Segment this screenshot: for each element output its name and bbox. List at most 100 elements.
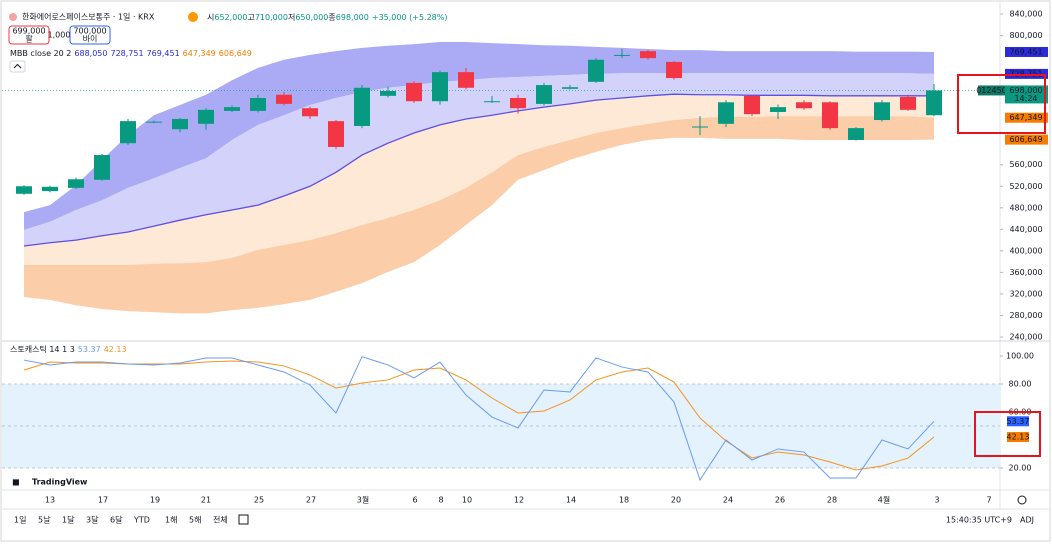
legend-value: 647,349	[183, 49, 216, 58]
ohlc-value: 698,000	[336, 13, 369, 22]
y-tick-label: 100.00	[1006, 352, 1034, 361]
symbol-title: 한화에어로스페이스보통주 · 1일 · KRX	[22, 12, 155, 22]
x-tick-label: 28	[827, 496, 837, 505]
candle-body	[146, 121, 162, 123]
legend-title: 스토캐스틱 14 1 3	[10, 344, 75, 354]
range-button[interactable]: 1일	[14, 516, 26, 525]
candle-body	[302, 108, 318, 117]
candle-body	[198, 109, 214, 124]
legend-value: 53.37	[78, 345, 101, 354]
price-tag	[1005, 134, 1048, 145]
x-tick-label: 7	[986, 496, 991, 505]
candle-body	[94, 155, 110, 180]
band-fill	[24, 73, 934, 247]
x-tick-label: 14	[566, 496, 576, 505]
legend-value: 42.13	[104, 345, 127, 354]
y-tick-label: 80.00	[1009, 380, 1032, 389]
ohlc-label: 고	[247, 13, 254, 22]
x-tick-label: 24	[723, 496, 733, 505]
candle-body	[224, 107, 240, 111]
x-tick-label: 27	[306, 496, 316, 505]
candle-body	[796, 102, 812, 109]
y-tick-label: 480,000	[1009, 203, 1042, 212]
calendar-icon[interactable]	[238, 514, 249, 525]
change: +35,000 (+5.28%)	[372, 13, 448, 22]
value-tag-label: 53.37	[1007, 417, 1030, 426]
candle-body	[692, 126, 708, 128]
logo: TradingView	[32, 478, 88, 487]
legend-value: 688,050	[74, 49, 107, 58]
price-tag	[1005, 68, 1048, 79]
candle-body	[484, 101, 500, 103]
sell-button[interactable]	[8, 25, 50, 45]
candle-body	[770, 107, 786, 112]
stochastic-pane	[2, 356, 1000, 482]
candle-body	[822, 102, 838, 129]
candle-body	[68, 179, 84, 188]
candle-body	[614, 54, 630, 56]
price-tag-label: 769,451	[1009, 47, 1042, 56]
y-tick-label: 240,000	[1009, 333, 1042, 342]
candle-body	[380, 90, 396, 96]
y-tick-label: 440,000	[1009, 225, 1042, 234]
x-tick-label: 17	[98, 496, 108, 505]
legend-title: MBB close 20 2	[10, 49, 71, 58]
candle-body	[406, 82, 422, 102]
highlight-box	[974, 411, 1041, 457]
x-tick-label: 10	[462, 496, 472, 505]
ohlc-label: 시	[207, 13, 214, 22]
range-button[interactable]: 전체	[213, 515, 228, 525]
candle-body	[718, 102, 734, 124]
price-tag	[1005, 46, 1048, 57]
legend-value: 606,649	[219, 49, 252, 58]
y-tick-label: 400,000	[1009, 246, 1042, 255]
x-tick-label: 12	[514, 496, 524, 505]
range-button[interactable]: 5해	[189, 515, 201, 525]
candle-body	[276, 94, 292, 104]
x-tick-label: 3	[934, 496, 939, 505]
stochastic-line	[23, 356, 935, 482]
last-price: 698,000	[1009, 86, 1042, 95]
buy-button[interactable]	[69, 25, 111, 45]
adj-button[interactable]: ADJ	[1020, 516, 1034, 525]
collapse-button[interactable]	[9, 60, 26, 73]
candle-body	[42, 186, 58, 192]
price-pane	[2, 41, 1000, 314]
range-button[interactable]: 5날	[38, 515, 51, 525]
indicator-legend: MBB close 20 2 688,050 728,751 769,451 647,3…	[10, 49, 252, 58]
range-button[interactable]: 1달	[62, 516, 75, 525]
y-tick-label: 560,000	[1009, 160, 1042, 169]
y-tick-label: 20.00	[1009, 464, 1032, 473]
candle-body	[588, 59, 604, 82]
price-tag-label: 647,349	[1009, 113, 1042, 122]
logo-dot	[9, 13, 17, 21]
x-tick-label: 13	[45, 496, 55, 505]
y-tick-label: 520,000	[1009, 182, 1042, 191]
price-tag-label: 728,751	[1009, 69, 1042, 78]
candle-body	[458, 72, 474, 88]
x-tick-label: 20	[671, 496, 681, 505]
range-button[interactable]: 1해	[165, 515, 177, 525]
x-tick-label: 8	[438, 496, 443, 505]
band-fill	[24, 116, 934, 314]
clock: 15:40:35 UTC+9	[946, 516, 1012, 525]
ohlc-value: 710,000	[255, 13, 288, 22]
last-price-tag	[1005, 85, 1048, 104]
sell-price: 699,000	[12, 27, 45, 36]
candle-body	[354, 87, 370, 126]
basis-line	[23, 93, 935, 247]
range-button[interactable]: YTD	[133, 516, 150, 525]
quantity: 1,000	[48, 31, 71, 40]
highlight-box	[957, 74, 1046, 134]
countdown: 14:24	[1014, 94, 1037, 103]
sell-label: 팔	[25, 34, 33, 44]
candle-body	[900, 96, 916, 110]
range-button[interactable]: 3달	[86, 516, 99, 525]
y-tick-label: 840,000	[1009, 10, 1042, 19]
settings-icon[interactable]	[1017, 495, 1027, 505]
overlay: 한화에어로스페이스보통주 · 1일 · KRX 시652,000고710,000저…	[8, 10, 1048, 525]
x-tick-label: 18	[619, 496, 629, 505]
value-tag	[1007, 416, 1029, 427]
range-button[interactable]: 6달	[110, 516, 123, 525]
ohlc-value: 652,000	[214, 13, 247, 22]
